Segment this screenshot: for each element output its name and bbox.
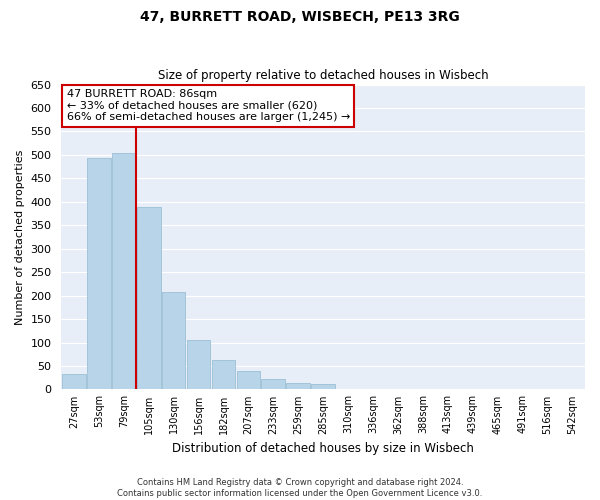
Y-axis label: Number of detached properties: Number of detached properties (15, 150, 25, 324)
Bar (137, 206, 161, 390)
Title: Size of property relative to detached houses in Wisbech: Size of property relative to detached ho… (158, 69, 488, 82)
Bar (162, 292, 185, 390)
Text: 47 BURRETT ROAD: 86sqm
← 33% of detached houses are smaller (620)
66% of semi-de: 47 BURRETT ROAD: 86sqm ← 33% of detached… (67, 89, 350, 122)
Text: Contains HM Land Registry data © Crown copyright and database right 2024.
Contai: Contains HM Land Registry data © Crown c… (118, 478, 482, 498)
Bar (236, 370, 260, 390)
Bar (262, 379, 285, 390)
X-axis label: Distribution of detached houses by size in Wisbech: Distribution of detached houses by size … (172, 442, 474, 455)
Bar (212, 360, 235, 390)
Bar (87, 158, 110, 390)
Bar (187, 340, 211, 390)
Bar (286, 384, 310, 390)
Text: 47, BURRETT ROAD, WISBECH, PE13 3RG: 47, BURRETT ROAD, WISBECH, PE13 3RG (140, 10, 460, 24)
Bar (112, 152, 136, 390)
Bar (62, 374, 86, 390)
Bar (311, 384, 335, 390)
